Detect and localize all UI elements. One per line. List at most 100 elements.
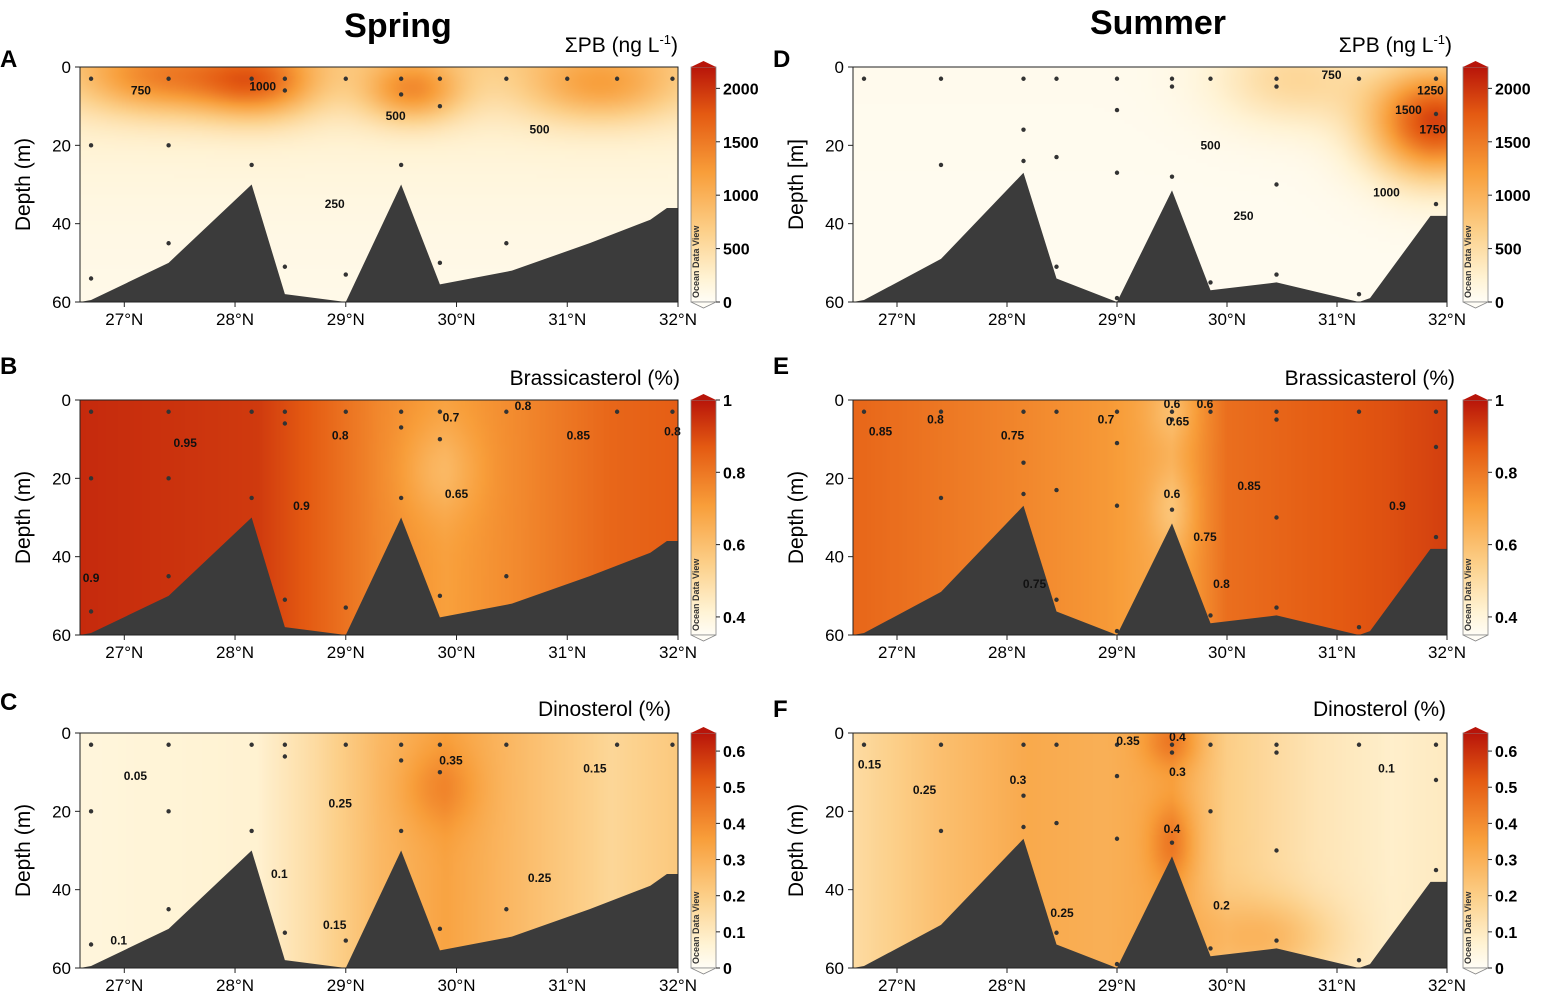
sample-point — [249, 742, 254, 747]
colorbar-max-arrow — [691, 61, 716, 67]
sample-point — [1208, 613, 1213, 618]
y-axis-label: Depth (m) — [12, 138, 35, 231]
sample-point — [88, 476, 94, 481]
y-tick-label: 0 — [62, 391, 71, 410]
sample-point — [437, 926, 443, 932]
sample-point — [1169, 742, 1175, 747]
colorbar-tick-label: 2000 — [723, 81, 759, 98]
sample-point — [282, 409, 288, 414]
contour-label: 0.75 — [1193, 530, 1217, 544]
sample-point — [398, 425, 404, 430]
sample-point — [1208, 409, 1213, 414]
sample-point — [1114, 170, 1120, 175]
sample-point — [861, 76, 867, 81]
x-tick-label: 31°N — [1318, 643, 1356, 662]
y-tick-label: 0 — [62, 724, 71, 743]
sample-point — [1208, 742, 1213, 747]
sample-point — [282, 88, 288, 93]
y-tick-label: 60 — [52, 959, 71, 978]
sample-point — [1054, 742, 1059, 747]
odv-watermark: Ocean Data View — [691, 225, 701, 298]
sample-point — [1356, 624, 1362, 630]
sample-point — [1169, 76, 1175, 81]
x-tick-label: 27°N — [878, 643, 916, 662]
x-tick-label: 28°N — [216, 310, 254, 329]
sample-point — [166, 742, 171, 747]
colorbar-max-arrow — [691, 727, 716, 733]
sample-point — [437, 260, 443, 266]
colorbar — [1462, 732, 1489, 969]
sample-point — [166, 76, 171, 81]
x-tick-label: 32°N — [659, 976, 697, 995]
y-tick-label: 60 — [52, 293, 71, 312]
colorbar-tick-label: 0.2 — [723, 889, 745, 906]
contour-label: 0.25 — [913, 783, 937, 797]
sample-point — [88, 942, 94, 947]
sample-point — [1054, 76, 1059, 81]
colorbar-tick-label: 0.4 — [723, 610, 745, 627]
x-tick-label: 28°N — [216, 643, 254, 662]
variable-title: Dinosterol (%) — [538, 698, 671, 721]
sample-point — [1433, 444, 1439, 450]
seafloor-topography — [853, 172, 1447, 302]
contour-label: 500 — [1200, 138, 1220, 152]
y-axis-label: Depth (m) — [785, 804, 808, 897]
contour-label: 0.7 — [1098, 413, 1115, 427]
sample-point — [504, 76, 509, 81]
contour-label: 0.75 — [1023, 577, 1047, 591]
sample-point — [1114, 961, 1120, 967]
x-tick-label: 29°N — [327, 643, 365, 662]
colorbar-tick-label: 0.6 — [1495, 538, 1517, 555]
y-axis-label: Depth [m] — [785, 139, 808, 230]
sample-point — [504, 907, 509, 912]
sample-point — [1274, 515, 1279, 520]
sample-point — [249, 162, 254, 168]
sample-point — [1021, 460, 1026, 465]
sample-point — [1169, 507, 1175, 512]
contour-label: 1250 — [1417, 84, 1444, 98]
sample-point — [166, 574, 171, 579]
sample-point — [614, 409, 620, 414]
odv-watermark: Ocean Data View — [1463, 891, 1473, 964]
sample-point — [166, 476, 171, 481]
colorbar-tick-label: 500 — [1495, 242, 1522, 259]
x-tick-label: 27°N — [878, 976, 916, 995]
seafloor-topography — [80, 850, 678, 968]
plot-frame — [79, 399, 679, 636]
panel-letter: B — [0, 353, 17, 380]
contour-label: 0.8 — [332, 428, 349, 442]
colorbar-tick-label: 1000 — [1495, 188, 1531, 205]
sample-point — [1274, 848, 1279, 853]
sample-point — [166, 409, 171, 414]
sample-point — [249, 409, 254, 414]
contour-label: 0.2 — [1213, 898, 1230, 912]
seafloor-topography — [80, 517, 678, 635]
y-tick-label: 20 — [825, 469, 844, 488]
sample-point — [1274, 76, 1279, 81]
contour-label: 0.35 — [1116, 734, 1140, 748]
contour-label: 250 — [325, 197, 345, 211]
colorbar-tick-label: 1 — [723, 393, 732, 410]
contour-label: 0.15 — [858, 757, 882, 771]
contour-label: 0.9 — [83, 571, 100, 585]
contour-label: 0.3 — [1169, 765, 1186, 779]
panel-c: 0.05 0.1 0.15 0.25 0.35 0.25 0.15 0.1 0 20 40 60 27°… — [0, 689, 745, 995]
sample-point — [1274, 938, 1279, 943]
seafloor-topography — [853, 838, 1447, 968]
colorbar-tick-label: 1500 — [723, 135, 759, 152]
x-tick-label: 32°N — [659, 310, 697, 329]
contour-label: 1000 — [249, 80, 276, 94]
panel-a: 750 1000 500 500 250 0 20 40 60 27°N 28°N 29°N 30°N 3… — [0, 32, 759, 329]
x-tick-label: 31°N — [548, 310, 586, 329]
plot-frame — [852, 399, 1448, 636]
sample-point — [670, 409, 675, 414]
contour-label: 0.25 — [329, 797, 353, 811]
panel-e: 0.85 0.8 0.75 0.7 0.65 0.6 0.6 0.6 0.75 0.85 0.9 0.… — [773, 353, 1517, 662]
sample-point — [504, 574, 509, 579]
sample-point — [1356, 742, 1362, 747]
contour-label: 0.65 — [1166, 415, 1190, 429]
x-tick-label: 31°N — [548, 643, 586, 662]
sample-point — [282, 754, 288, 759]
sample-point — [1114, 409, 1120, 414]
contour-label: 0.85 — [567, 428, 591, 442]
